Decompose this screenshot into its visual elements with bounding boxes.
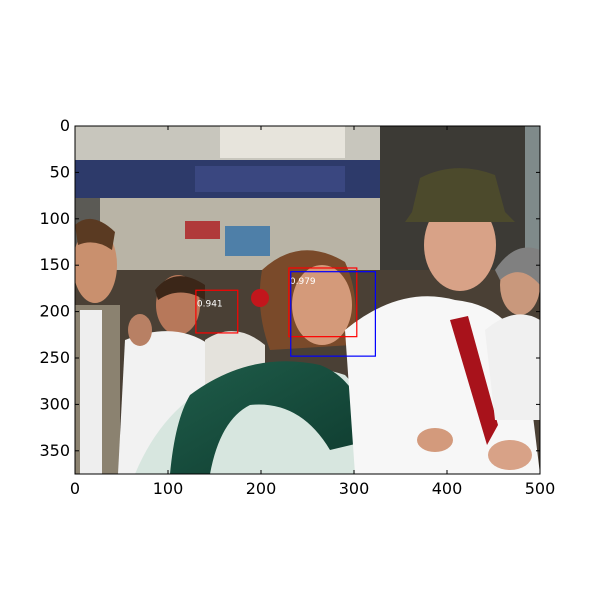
x-tick-label: 400 [432,479,463,498]
y-tick-label: 150 [39,255,70,274]
photo [75,126,540,474]
y-tick-label: 300 [39,394,70,413]
x-tick-label: 200 [246,479,277,498]
x-tick-label: 100 [153,479,184,498]
detection-box [290,271,376,357]
detection-layer: 0.941 0.979 [195,267,376,357]
detection-box [288,267,358,338]
y-tick-label: 100 [39,209,70,228]
y-tick-label: 200 [39,302,70,321]
axis-ticks: 0 100 200 300 400 500 0 50 100 150 200 250 300 350 [39,116,555,498]
detection-box [195,289,239,334]
y-tick-label: 0 [60,116,70,135]
y-tick-label: 250 [39,348,70,367]
detection-score-label: 0.979 [290,277,316,287]
x-tick-label: 500 [525,479,556,498]
axes-frame [74,125,541,475]
y-tick-label: 350 [39,441,70,460]
x-tick-label: 300 [339,479,370,498]
y-tick-label: 50 [50,162,70,181]
x-tick-label: 0 [70,479,80,498]
detection-score-label: 0.941 [197,299,223,309]
